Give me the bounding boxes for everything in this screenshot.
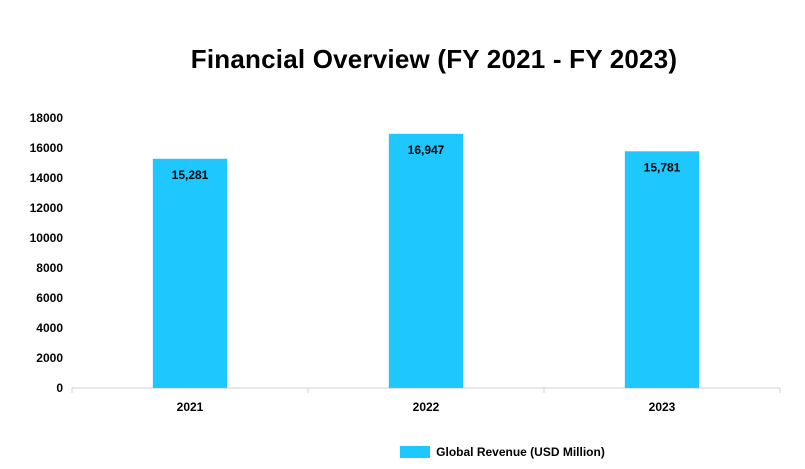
y-tick-label: 6000: [36, 291, 63, 305]
chart-title: Financial Overview (FY 2021 - FY 2023): [190, 44, 678, 74]
y-tick-label: 0: [56, 381, 63, 395]
bar: [624, 151, 700, 388]
data-label: 15,281: [172, 168, 209, 182]
data-label: 15,781: [644, 160, 681, 174]
y-tick-label: 2000: [36, 351, 63, 365]
legend-swatch: [400, 446, 431, 458]
bar: [152, 158, 228, 388]
y-tick-label: 18000: [30, 111, 64, 125]
y-tick-label: 4000: [36, 321, 63, 335]
x-tick-label: 2021: [177, 400, 204, 414]
y-tick-label: 8000: [36, 261, 63, 275]
data-label: 16,947: [408, 143, 445, 157]
legend: Global Revenue (USD Million): [0, 445, 805, 459]
y-tick-label: 14000: [30, 171, 64, 185]
y-tick-label: 16000: [30, 141, 64, 155]
y-tick-label: 12000: [30, 201, 64, 215]
bar: [388, 133, 464, 388]
legend-label: Global Revenue (USD Million): [436, 445, 605, 459]
x-tick-label: 2023: [649, 400, 676, 414]
y-tick-label: 10000: [30, 231, 64, 245]
x-tick-label: 2022: [413, 400, 440, 414]
